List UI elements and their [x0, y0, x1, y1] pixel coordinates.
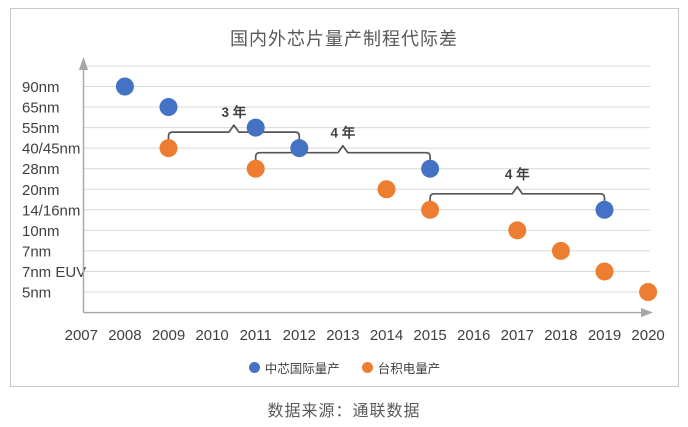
data-point-series-0 [421, 159, 440, 178]
gap-bracket [254, 144, 431, 161]
y-tick-label: 28nm [22, 161, 60, 178]
data-point-series-1 [421, 200, 440, 219]
legend-item-tsmc: 台积电量产 [361, 358, 441, 377]
gap-label: 4 年 [331, 125, 356, 141]
x-tick-label: 2007 [65, 327, 98, 344]
data-point-series-1 [508, 221, 527, 240]
x-tick-label: 2019 [588, 327, 621, 344]
y-tick-label: 10nm [22, 223, 60, 240]
source-note: 数据来源：通联数据 [267, 403, 421, 420]
legend-label-smic: 中芯国际量产 [264, 362, 340, 376]
y-tick-label: 5nm [22, 285, 51, 302]
y-axis-arrow-icon [78, 57, 89, 70]
x-tick-label: 2017 [501, 327, 534, 344]
y-tick-label: 7nm EUV [22, 264, 86, 281]
data-point-series-0 [290, 139, 309, 158]
data-point-series-0 [246, 118, 265, 137]
data-point-series-1 [639, 283, 658, 301]
data-point-series-1 [246, 159, 265, 178]
x-tick-label: 2008 [108, 327, 141, 344]
x-axis-arrow-icon [641, 307, 653, 318]
legend: 中芯国际量产 台积电量产 [10, 358, 679, 377]
legend-item-smic: 中芯国际量产 [248, 358, 340, 377]
y-tick-label: 65nm [22, 100, 60, 117]
chart-title: 国内外芯片量产制程代际差 [230, 29, 458, 49]
legend-marker-tsmc-icon [361, 362, 373, 373]
data-point-series-0 [159, 98, 178, 117]
data-point-series-0 [595, 200, 614, 219]
data-point-series-1 [595, 262, 614, 281]
gap-label: 3 年 [222, 104, 247, 120]
gap-bracket [429, 185, 606, 202]
gap-label: 4 年 [505, 166, 530, 182]
data-point-series-1 [377, 180, 396, 199]
x-tick-label: 2012 [283, 327, 316, 344]
y-tick-label: 20nm [22, 182, 60, 199]
x-tick-label: 2018 [544, 327, 577, 344]
x-tick-label: 2010 [195, 327, 228, 344]
x-tick-label: 2014 [370, 327, 403, 344]
y-tick-label: 90nm [22, 79, 60, 96]
y-tick-label: 55nm [22, 120, 60, 137]
x-tick-label: 2011 [240, 327, 272, 344]
data-point-series-0 [115, 77, 134, 96]
x-tick-label: 2013 [326, 327, 359, 344]
data-point-series-1 [551, 241, 570, 260]
x-tick-label: 2020 [631, 327, 664, 344]
legend-marker-smic-icon [248, 362, 260, 373]
x-tick-label: 2015 [413, 327, 446, 344]
y-tick-label: 40/45nm [22, 141, 80, 158]
gap-bracket [167, 124, 301, 140]
legend-label-tsmc: 台积电量产 [377, 362, 441, 376]
y-tick-label: 14/16nm [22, 202, 80, 219]
y-tick-label: 7nm [22, 243, 51, 260]
x-tick-label: 2016 [457, 327, 490, 344]
x-tick-label: 2009 [152, 327, 185, 344]
chart-box [10, 8, 679, 387]
data-point-series-1 [159, 139, 178, 158]
